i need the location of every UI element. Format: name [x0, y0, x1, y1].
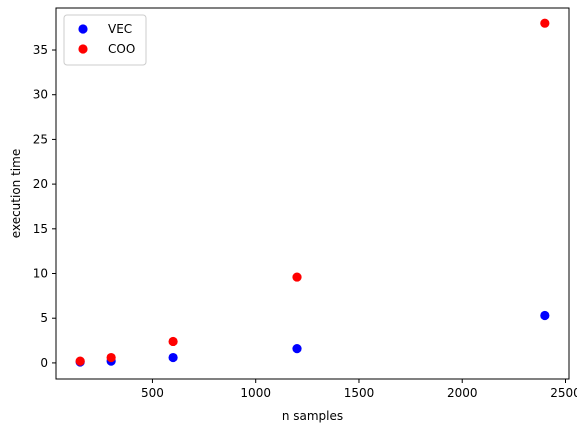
y-tick-label: 10 [33, 267, 48, 281]
y-tick-label: 0 [40, 356, 48, 370]
x-tick-label: 500 [141, 386, 164, 400]
coo-point [168, 336, 178, 347]
y-tick-label: 20 [33, 177, 48, 191]
coo-point [292, 272, 302, 282]
coo-point [540, 18, 550, 28]
vec-point [292, 344, 302, 354]
y-axis-ticks: 0 5 10 15 20 25 30 35 [33, 43, 56, 370]
x-tick-label: 1500 [344, 386, 375, 400]
legend-label-vec: VEC [108, 22, 132, 36]
x-tick-label: 1000 [240, 386, 271, 400]
vec-point [540, 310, 550, 321]
x-axis-label: n samples [282, 409, 343, 423]
x-axis-ticks: 500 1000 1500 2000 2500 [141, 379, 577, 400]
y-tick-label: 30 [33, 88, 48, 102]
plot-area [55, 7, 570, 380]
legend-label-coo: COO [108, 42, 135, 56]
data-points [75, 18, 550, 367]
x-tick-label: 2000 [447, 386, 478, 400]
legend-marker-vec [78, 24, 88, 34]
coo-point [106, 352, 116, 363]
legend-marker-coo [78, 44, 88, 54]
vec-point [168, 352, 178, 363]
coo-point [75, 356, 85, 366]
y-tick-label: 5 [40, 311, 48, 325]
y-axis-label: execution time [9, 149, 23, 238]
legend: VEC COO [63, 14, 147, 66]
legend-frame [63, 14, 147, 66]
y-tick-label: 15 [33, 222, 48, 236]
y-tick-label: 25 [33, 132, 48, 146]
y-tick-label: 35 [33, 43, 48, 57]
x-tick-label: 2500 [550, 386, 577, 400]
